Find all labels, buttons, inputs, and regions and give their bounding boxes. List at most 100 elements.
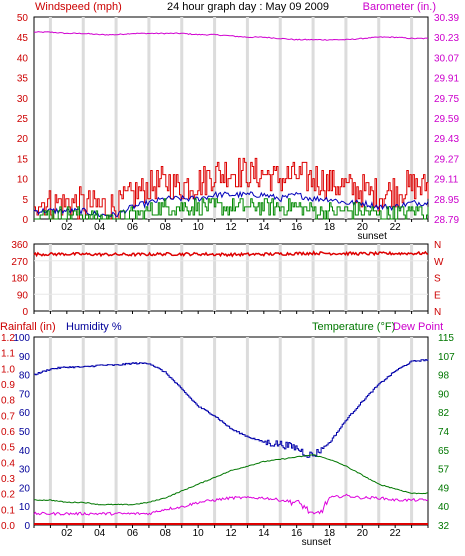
windspeed-tick-label: 0 [22,215,28,226]
rainfall-tick-label: 0.6 [1,427,15,438]
dewpoint-axis-label: Dew Point [393,321,443,333]
humidity-tick-label: 0 [24,521,30,532]
temperature-tick-label: 98 [438,371,450,382]
humidity-tick-label: 10 [19,502,31,513]
direction-series [33,250,429,258]
wind-series-gust [34,157,429,220]
windspeed-tick-label: 25 [17,114,29,125]
climate-panel-x-tick-label: 02 [61,528,73,539]
wind-series-low [34,198,429,220]
barometer-tick-label: 28.95 [434,195,459,206]
compass-tick-label: E [434,290,441,301]
windspeed-tick-label: 15 [17,154,29,165]
barometer-tick-label: 29.11 [434,175,459,186]
chart-title: 24 hour graph day : May 09 2009 [167,1,329,13]
temperature-axis-label: Temperature (°F) [312,321,395,333]
barometer-axis-label: Barometer (in.) [363,1,436,13]
barometer-tick-label: 29.43 [434,134,459,145]
wind-panel-x-tick-label: 04 [94,222,106,233]
climate-panel-x-tick-label: 20 [357,528,369,539]
climate-panel-x-tick-label: 10 [193,528,205,539]
rainfall-tick-label: 0.8 [1,396,15,407]
rainfall-tick-label: 0.7 [1,411,15,422]
direction-tick-label: 180 [11,274,28,285]
rainfall-tick-label: 0.3 [1,474,15,485]
climate-panel-x-tick-label: 16 [291,528,303,539]
windspeed-tick-label: 45 [17,33,29,44]
temperature-tick-label: 49 [438,483,450,494]
sunset-marker: sunset [357,231,387,242]
windspeed-tick-label: 5 [22,195,28,206]
rainfall-tick-label: 0.2 [1,490,15,501]
direction-tick-label: 270 [11,257,28,268]
climate-series-dew_point [33,493,429,516]
wind-panel-x-tick-label: 12 [225,222,237,233]
barometer-tick-label: 29.91 [434,74,459,85]
temperature-tick-label: 90 [438,389,450,400]
direction-tick-label: 90 [17,290,29,301]
temperature-tick-label: 57 [438,465,450,476]
temperature-tick-label: 115 [438,333,454,344]
humidity-tick-label: 90 [19,352,31,363]
rainfall-tick-label: 1.1 [1,349,15,360]
compass-tick-label: S [434,274,441,285]
wind-panel-x-tick-label: 02 [61,222,73,233]
barometer-tick-label: 28.79 [434,215,459,226]
rainfall-axis-label: Rainfall (in) [0,321,56,333]
humidity-tick-label: 20 [19,483,31,494]
barometer-tick-label: 30.07 [434,53,459,64]
humidity-tick-label: 50 [19,427,31,438]
climate-panel-x-tick-label: 12 [225,528,237,539]
windspeed-tick-label: 30 [17,94,29,105]
rainfall-tick-label: 1.0 [1,364,15,375]
windspeed-tick-label: 20 [17,134,29,145]
windspeed-tick-label: 35 [17,74,29,85]
wind-panel-x-tick-label: 10 [193,222,205,233]
temperature-tick-label: 74 [438,427,450,438]
wind-panel-x-tick-label: 08 [160,222,172,233]
wind-panel-x-tick-label: 14 [258,222,270,233]
humidity-tick-label: 100 [13,333,30,344]
barometer-tick-label: 29.27 [434,154,459,165]
climate-panel-x-tick-label: 18 [324,528,336,539]
rainfall-tick-label: 0.1 [1,505,15,516]
wind-panel-x-tick-label: 16 [291,222,303,233]
wind-panel-x-tick-label: 20 [357,222,369,233]
direction-tick-label: 360 [11,240,28,251]
windspeed-axis-label: Windspeed (mph) [35,1,122,13]
wind-series-barometer [33,31,429,41]
climate-panel-x-tick-label: 14 [258,528,270,539]
wind-panel-x-tick-label: 18 [324,222,336,233]
windspeed-tick-label: 10 [17,175,29,186]
windspeed-tick-label: 50 [17,13,29,24]
humidity-tick-label: 40 [19,446,31,457]
humidity-tick-label: 80 [19,371,31,382]
climate-series-humidity [34,359,429,458]
humidity-axis-label: Humidity % [66,321,122,333]
climate-panel-x-tick-label: 22 [390,528,402,539]
temperature-tick-label: 32 [438,521,450,532]
wind-panel-x-tick-label: 22 [390,222,402,233]
compass-tick-label: W [434,257,444,268]
temperature-tick-label: 107 [438,352,455,363]
humidity-tick-label: 30 [19,465,31,476]
climate-panel-frame [33,336,429,526]
compass-tick-label: N [434,240,441,251]
humidity-tick-label: 60 [19,408,31,419]
climate-panel-x-tick-label: 06 [127,528,139,539]
rainfall-tick-label: 1.2 [1,333,15,344]
climate-panel-x-tick-label: 08 [160,528,172,539]
temperature-tick-label: 40 [438,502,450,513]
temperature-tick-label: 65 [438,446,450,457]
rainfall-tick-label: 0.4 [1,458,15,469]
humidity-tick-label: 70 [19,389,31,400]
rainfall-tick-label: 0.0 [1,521,15,532]
barometer-tick-label: 30.23 [434,33,459,44]
windspeed-tick-label: 40 [17,53,29,64]
climate-panel-x-tick-label: 04 [94,528,106,539]
sunset-marker-2: sunset [302,537,332,548]
climate-series-temperature [34,454,429,506]
rainfall-tick-label: 0.5 [1,443,15,454]
